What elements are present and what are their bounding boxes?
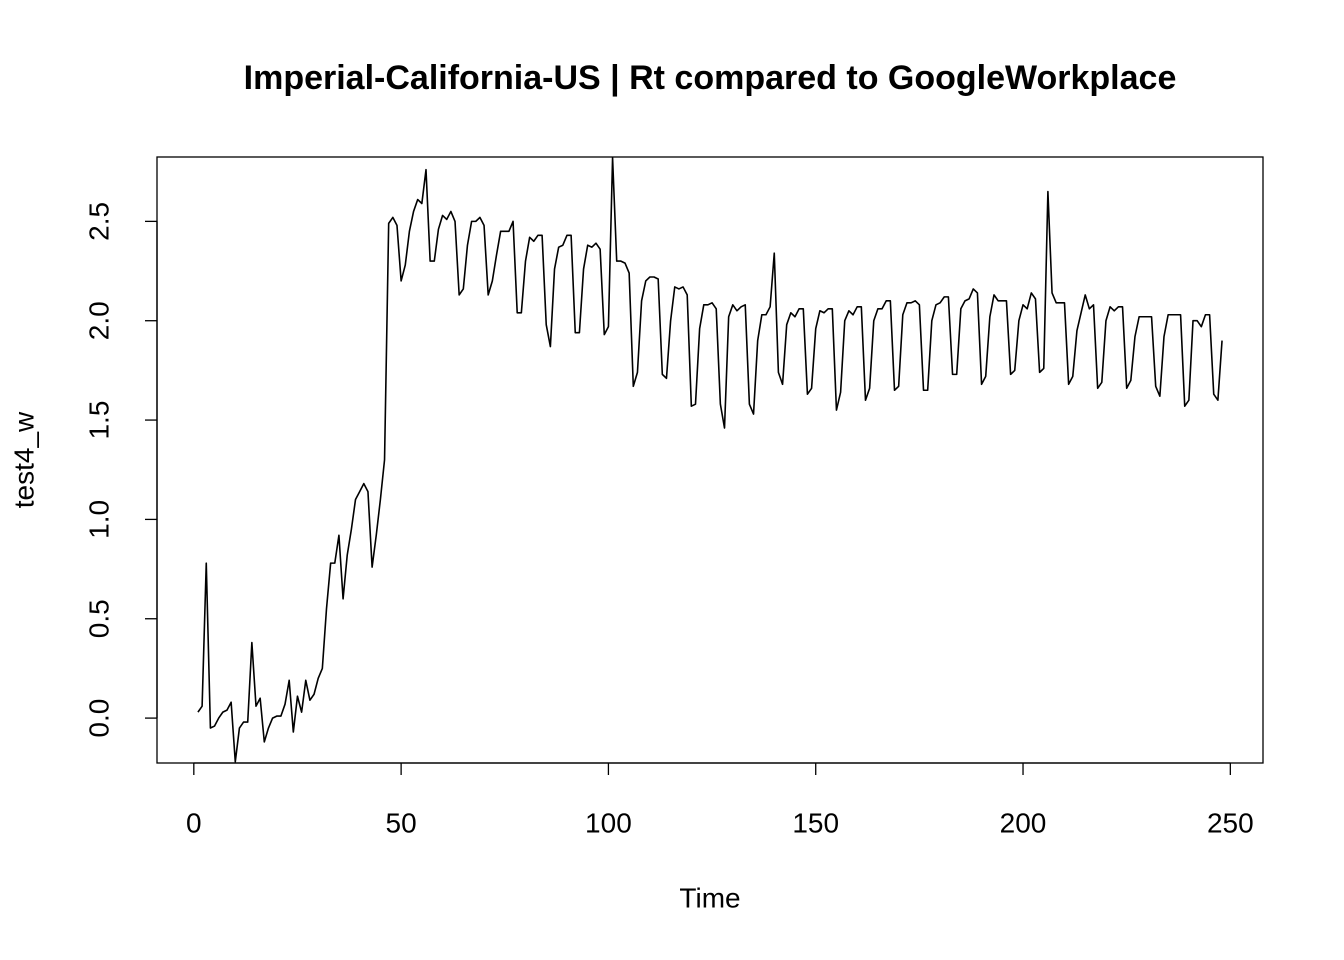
y-tick-label: 2.5 xyxy=(83,202,114,241)
chart-title: Imperial-California-US | Rt compared to … xyxy=(244,59,1177,97)
y-tick-label: 1.0 xyxy=(83,500,114,539)
plot-frame xyxy=(156,156,1264,764)
y-tick-label: 2.0 xyxy=(83,301,114,340)
y-tick-label: 1.5 xyxy=(83,401,114,440)
x-tick-label: 150 xyxy=(792,807,839,838)
series-line xyxy=(197,156,1223,763)
x-axis-label: Time xyxy=(679,882,740,913)
y-tick-label: 0.0 xyxy=(83,699,114,738)
x-tick-label: 50 xyxy=(386,807,417,838)
x-tick-label: 200 xyxy=(1000,807,1047,838)
y-axis-label: test4_w xyxy=(8,411,39,508)
x-tick-label: 250 xyxy=(1207,807,1254,838)
x-tick-label: 0 xyxy=(186,807,202,838)
y-tick-label: 0.5 xyxy=(83,599,114,638)
x-tick-label: 100 xyxy=(585,807,632,838)
